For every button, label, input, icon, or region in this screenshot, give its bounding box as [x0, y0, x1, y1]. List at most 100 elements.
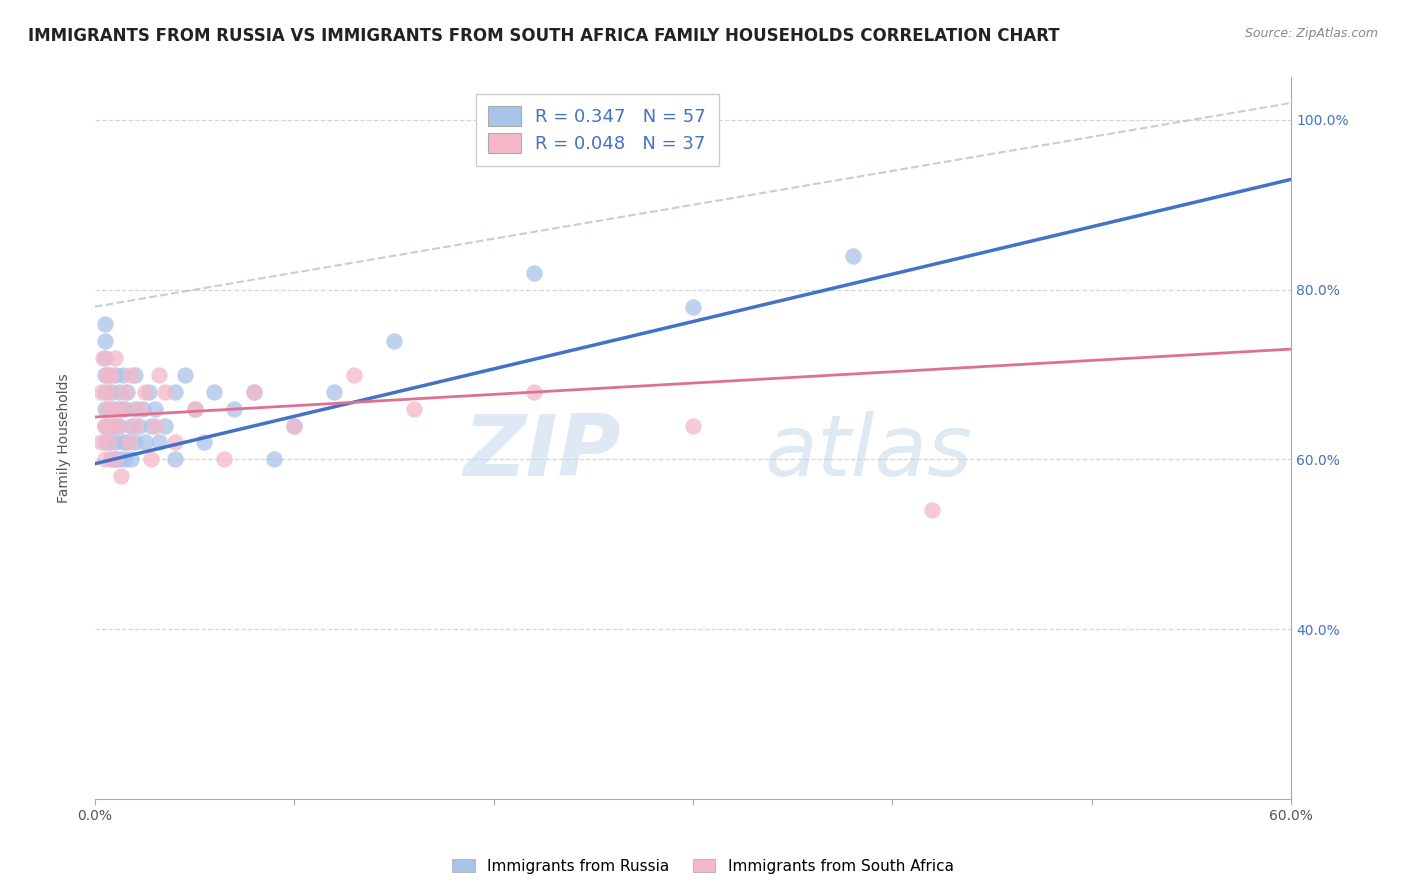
Point: [283, 418, 305, 433]
Point: [841, 249, 863, 263]
Point: [139, 418, 162, 433]
Point: [97, 401, 120, 416]
Point: [94, 418, 117, 433]
Point: [100, 384, 122, 399]
Point: [124, 435, 146, 450]
Point: [124, 418, 146, 433]
Point: [243, 384, 266, 399]
Point: [139, 452, 162, 467]
Point: [107, 384, 129, 399]
Point: [96, 401, 118, 416]
Point: [94, 317, 117, 331]
Point: [107, 452, 129, 467]
Point: [120, 452, 142, 467]
Point: [522, 384, 544, 399]
Y-axis label: Family Households: Family Households: [58, 374, 72, 503]
Point: [104, 435, 127, 450]
Point: [100, 452, 122, 467]
Point: [101, 401, 124, 416]
Point: [114, 401, 136, 416]
Point: [115, 435, 138, 450]
Point: [110, 469, 132, 483]
Point: [104, 418, 127, 433]
Point: [104, 351, 127, 365]
Point: [96, 368, 118, 382]
Point: [100, 418, 122, 433]
Point: [148, 435, 170, 450]
Point: [183, 401, 205, 416]
Point: [143, 418, 166, 433]
Point: [124, 368, 146, 382]
Point: [148, 368, 170, 382]
Point: [153, 384, 176, 399]
Point: [131, 401, 153, 416]
Point: [323, 384, 346, 399]
Point: [128, 418, 150, 433]
Point: [138, 384, 160, 399]
Point: [97, 368, 120, 382]
Legend: R = 0.347   N = 57, R = 0.048   N = 37: R = 0.347 N = 57, R = 0.048 N = 37: [475, 94, 718, 166]
Point: [94, 368, 117, 382]
Point: [204, 384, 226, 399]
Point: [263, 452, 285, 467]
Point: [90, 435, 112, 450]
Point: [111, 368, 134, 382]
Point: [682, 300, 704, 314]
Point: [100, 368, 122, 382]
Point: [97, 435, 120, 450]
Point: [173, 368, 195, 382]
Point: [163, 452, 186, 467]
Point: [343, 368, 366, 382]
Point: [107, 418, 129, 433]
Point: [522, 266, 544, 280]
Text: Source: ZipAtlas.com: Source: ZipAtlas.com: [1244, 27, 1378, 40]
Point: [153, 418, 176, 433]
Point: [97, 384, 120, 399]
Point: [120, 418, 142, 433]
Point: [183, 401, 205, 416]
Point: [214, 452, 236, 467]
Legend: Immigrants from Russia, Immigrants from South Africa: Immigrants from Russia, Immigrants from …: [446, 853, 960, 880]
Point: [115, 384, 138, 399]
Point: [111, 435, 134, 450]
Point: [283, 418, 305, 433]
Point: [193, 435, 215, 450]
Point: [224, 401, 246, 416]
Point: [94, 334, 117, 348]
Point: [243, 384, 266, 399]
Point: [94, 351, 117, 365]
Point: [110, 401, 132, 416]
Text: IMMIGRANTS FROM RUSSIA VS IMMIGRANTS FROM SOUTH AFRICA FAMILY HOUSEHOLDS CORRELA: IMMIGRANTS FROM RUSSIA VS IMMIGRANTS FRO…: [28, 27, 1060, 45]
Point: [382, 334, 405, 348]
Point: [104, 368, 127, 382]
Point: [682, 418, 704, 433]
Point: [134, 435, 156, 450]
Point: [134, 384, 156, 399]
Point: [118, 435, 141, 450]
Point: [94, 452, 117, 467]
Point: [107, 418, 129, 433]
Point: [128, 401, 150, 416]
Point: [111, 401, 134, 416]
Point: [104, 452, 127, 467]
Point: [104, 452, 127, 467]
Point: [94, 418, 117, 433]
Point: [104, 401, 127, 416]
Point: [90, 384, 112, 399]
Point: [114, 452, 136, 467]
Point: [124, 401, 146, 416]
Point: [143, 401, 166, 416]
Point: [94, 384, 117, 399]
Point: [114, 384, 136, 399]
Point: [97, 435, 120, 450]
Point: [163, 384, 186, 399]
Point: [94, 401, 117, 416]
Point: [94, 435, 117, 450]
Point: [921, 503, 943, 517]
Point: [120, 368, 142, 382]
Point: [100, 418, 122, 433]
Point: [402, 401, 425, 416]
Text: atlas: atlas: [765, 411, 973, 494]
Point: [163, 435, 186, 450]
Point: [91, 351, 114, 365]
